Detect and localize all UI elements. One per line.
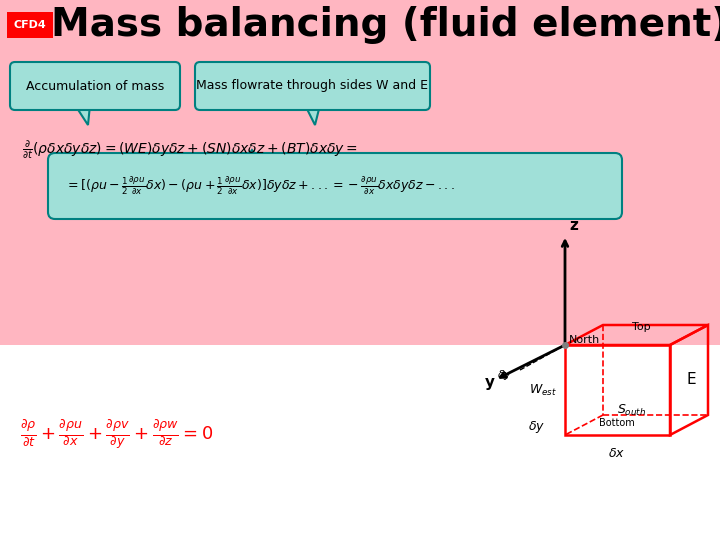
Text: $\delta x$: $\delta x$ <box>608 447 626 460</box>
Text: Top: Top <box>631 322 650 332</box>
Polygon shape <box>75 105 90 125</box>
Text: $\frac{\partial\rho}{\partial t}+\frac{\partial\rho u}{\partial x}+\frac{\partia: $\frac{\partial\rho}{\partial t}+\frac{\… <box>20 418 213 452</box>
Text: $W_{est}$: $W_{est}$ <box>529 382 557 397</box>
Polygon shape <box>305 105 320 125</box>
Text: Mass flowrate through sides W and E: Mass flowrate through sides W and E <box>196 79 428 92</box>
Text: $= [(\rho u - \frac{1}{2}\frac{\partial\rho u}{\partial x}\delta x) - (\rho u + : $= [(\rho u - \frac{1}{2}\frac{\partial\… <box>65 175 455 197</box>
Text: $\frac{\partial}{\partial t}(\rho\delta x\delta y\delta z) = (WE)\delta y\delta : $\frac{\partial}{\partial t}(\rho\delta … <box>22 139 358 161</box>
Text: $\delta y$: $\delta y$ <box>498 368 513 382</box>
FancyBboxPatch shape <box>0 345 720 540</box>
Text: CFD4: CFD4 <box>14 20 46 30</box>
Text: y: y <box>485 375 495 390</box>
FancyBboxPatch shape <box>195 62 430 110</box>
Text: E: E <box>686 373 696 388</box>
Text: North: North <box>570 335 600 345</box>
Text: z: z <box>569 218 578 233</box>
Text: $\delta y$: $\delta y$ <box>528 419 546 435</box>
Polygon shape <box>245 150 260 160</box>
Text: $S_{outh}$: $S_{outh}$ <box>617 402 647 417</box>
Text: Accumulation of mass: Accumulation of mass <box>26 79 164 92</box>
FancyBboxPatch shape <box>7 12 53 38</box>
Text: Bottom: Bottom <box>599 418 635 428</box>
Text: Mass balancing (fluid element): Mass balancing (fluid element) <box>51 6 720 44</box>
FancyBboxPatch shape <box>10 62 180 110</box>
FancyBboxPatch shape <box>48 153 622 219</box>
